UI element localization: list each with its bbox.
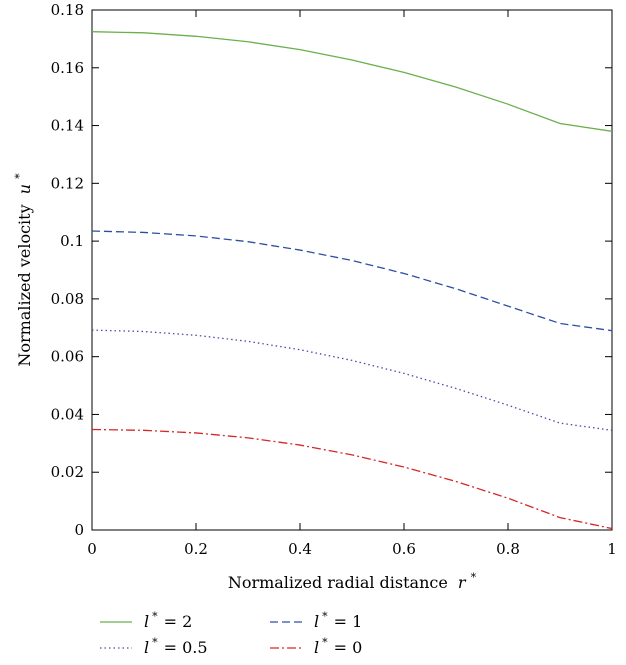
y-tick-label: 0 [74, 521, 84, 539]
y-axis-title-text: Normalized velocity [15, 204, 34, 366]
y-tick-label: 0.02 [51, 463, 84, 481]
x-tick-label: 0.6 [392, 540, 416, 558]
x-tick-label: 0 [87, 540, 97, 558]
series-line-2 [91, 329, 613, 431]
series-line-0 [91, 31, 613, 132]
y-tick-label: 0.04 [51, 405, 84, 423]
x-tick-label: 1 [607, 540, 617, 558]
plot-frame [91, 9, 613, 531]
legend-label: l * = 1 [314, 610, 362, 631]
legend-label: l * = 2 [144, 610, 192, 631]
x-axis-title-star: * [471, 571, 477, 584]
legend-label: l * = 0 [314, 636, 362, 657]
y-axis-title-star: * [13, 173, 26, 179]
y-tick-label: 0.1 [60, 232, 84, 250]
x-tick-label: 0.8 [496, 540, 520, 558]
y-axis: 0 0.02 0.04 0.06 0.08 0.1 0.12 0.14 0.16 0.18 [51, 1, 612, 539]
y-tick-label: 0.06 [51, 348, 84, 366]
y-tick-label: 0.18 [51, 1, 84, 19]
plot-area: 0 0.02 0.04 0.06 0.08 0.1 0.12 0.14 0.16 0.18 0 0.… [51, 1, 617, 558]
series-lines [91, 31, 613, 530]
y-axis-title-var: u [15, 184, 34, 194]
legend-item-3: l * = 0 [270, 636, 362, 657]
y-tick-label: 0.12 [51, 174, 84, 192]
x-tick-label: 0.2 [184, 540, 208, 558]
y-tick-label: 0.14 [51, 117, 84, 135]
legend-item-2: l * = 0.5 [100, 636, 208, 657]
legend-item-0: l * = 2 [100, 610, 192, 631]
x-axis: 0 0.2 0.4 0.6 0.8 1 [87, 10, 617, 558]
x-tick-label: 0.4 [288, 540, 312, 558]
x-axis-title: Normalized radial distance r * [228, 571, 477, 592]
y-tick-label: 0.08 [51, 290, 84, 308]
y-axis-title: Normalized velocity u * [13, 173, 34, 367]
x-axis-title-var: r [458, 573, 467, 592]
legend-item-1: l * = 1 [270, 610, 362, 631]
series-line-3 [91, 428, 613, 530]
x-axis-title-text: Normalized radial distance [228, 573, 448, 592]
y-tick-label: 0.16 [51, 59, 84, 77]
series-line-1 [91, 230, 613, 332]
legend-label: l * = 0.5 [144, 636, 208, 657]
legend: l * = 2 l * = 1 l * = 0.5 l * = 0 [100, 610, 362, 657]
